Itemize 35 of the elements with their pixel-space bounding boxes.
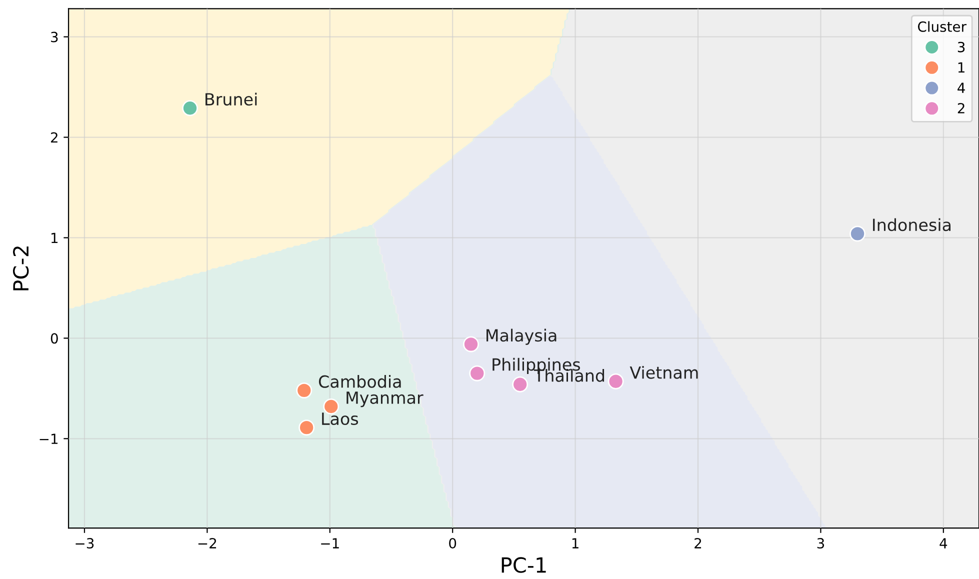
point <box>296 382 312 398</box>
y-tick-label: 2 <box>50 132 58 143</box>
point <box>850 226 866 242</box>
annotation: Vietnam <box>630 366 698 379</box>
x-tick-label: 3 <box>817 538 824 549</box>
x-tick-label: −3 <box>76 538 94 549</box>
y-axis-title: PC-2 <box>12 246 29 290</box>
point <box>298 420 315 436</box>
annotation: Myanmar <box>346 392 424 408</box>
y-tick-label: −1 <box>40 434 58 444</box>
annotation: Cambodia <box>318 374 401 388</box>
legend-label: 4 <box>958 82 965 93</box>
x-tick-label: −2 <box>198 538 216 548</box>
x-tick-label: 1 <box>572 538 578 548</box>
y-tick-label: 0 <box>50 333 58 344</box>
legend-label: 3 <box>958 42 965 52</box>
annotation: Malaysia <box>486 328 556 345</box>
x-tick-label: 4 <box>940 538 948 548</box>
x-axis-title: PC-1 <box>502 557 546 573</box>
point <box>463 336 479 352</box>
legend-title: Cluster <box>918 21 966 32</box>
y-tick-label: 3 <box>51 32 58 42</box>
x-tick-label: −1 <box>321 538 339 548</box>
annotation: Indonesia <box>873 218 950 232</box>
x-tick-label: 0 <box>449 538 456 549</box>
annotation: Laos <box>322 412 358 426</box>
legend-label: 2 <box>958 102 964 114</box>
annotation: Brunei <box>206 92 257 106</box>
point <box>512 376 528 392</box>
legend-label: 1 <box>958 62 964 73</box>
point <box>182 100 198 116</box>
x-tick-label: 2 <box>694 538 702 548</box>
point <box>469 365 486 382</box>
point <box>608 373 624 390</box>
y-tick-label: 1 <box>51 232 58 244</box>
